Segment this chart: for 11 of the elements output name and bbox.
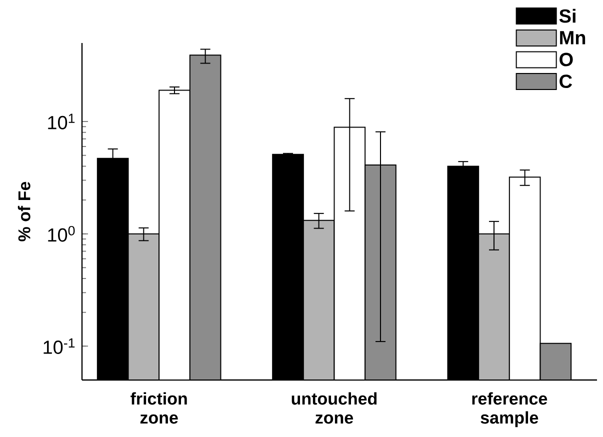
x-tick-label: friction zone [130,392,187,424]
legend-label: Si [559,8,576,23]
legend-label: O [560,52,573,66]
y-tick-label: 10$^{0}$ [48,226,75,242]
legend-label: C [560,74,572,88]
y-tick-label: 10$^{1}$ [48,114,75,130]
y-axis-title: % of Fe [18,182,30,242]
x-tick-label: untouched zone [292,392,377,424]
y-tick-label: 10$^{-1}$ [44,338,75,354]
legend-label: Mn [560,31,586,44]
x-tick-label: reference sample [472,392,548,428]
